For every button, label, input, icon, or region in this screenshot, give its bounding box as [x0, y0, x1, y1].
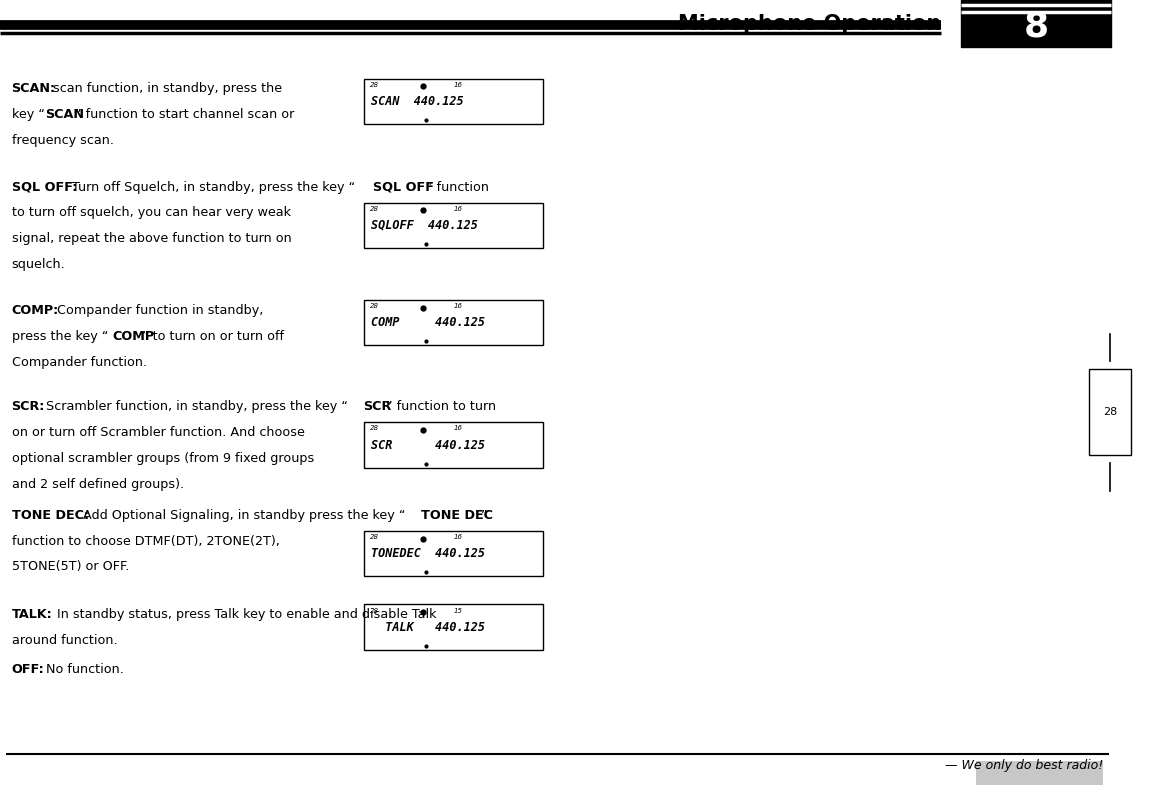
- Text: 28: 28: [1103, 407, 1117, 417]
- Text: 16: 16: [453, 303, 462, 309]
- Text: Scrambler function, in standby, press the key “: Scrambler function, in standby, press th…: [42, 400, 348, 414]
- Text: Turn off Squelch, in standby, press the key “: Turn off Squelch, in standby, press the …: [72, 181, 355, 194]
- Text: 28: 28: [370, 82, 379, 88]
- FancyBboxPatch shape: [364, 604, 543, 650]
- Text: SCR      440.125: SCR 440.125: [371, 439, 485, 451]
- Text: TALK   440.125: TALK 440.125: [371, 621, 485, 633]
- Text: Compander function.: Compander function.: [12, 356, 147, 369]
- Text: COMP     440.125: COMP 440.125: [371, 316, 485, 329]
- Text: 16: 16: [453, 425, 462, 432]
- Text: Compander function in standby,: Compander function in standby,: [49, 304, 263, 317]
- Text: TONEDEC  440.125: TONEDEC 440.125: [371, 547, 485, 560]
- Text: signal, repeat the above function to turn on: signal, repeat the above function to tur…: [12, 232, 291, 246]
- Text: SQL OFF: SQL OFF: [373, 181, 434, 194]
- FancyBboxPatch shape: [364, 78, 543, 124]
- Text: SCAN  440.125: SCAN 440.125: [371, 95, 463, 108]
- Text: TALK:: TALK:: [12, 608, 52, 622]
- Text: on or turn off Scrambler function. And choose: on or turn off Scrambler function. And c…: [12, 426, 305, 440]
- Text: 28: 28: [370, 303, 379, 309]
- Text: 28: 28: [370, 425, 379, 432]
- Text: Microphone Operation: Microphone Operation: [678, 13, 941, 34]
- Text: TONE DEC:: TONE DEC:: [12, 509, 89, 522]
- Text: 28: 28: [370, 206, 379, 212]
- Text: SCR:: SCR:: [12, 400, 45, 414]
- FancyBboxPatch shape: [976, 761, 1103, 785]
- Text: SCAN: SCAN: [45, 108, 84, 122]
- Text: to turn off squelch, you can hear very weak: to turn off squelch, you can hear very w…: [12, 206, 291, 220]
- Text: 15: 15: [453, 608, 462, 614]
- Text: function to choose DTMF(DT), 2TONE(2T),: function to choose DTMF(DT), 2TONE(2T),: [12, 535, 280, 548]
- Text: SCAN:: SCAN:: [12, 82, 55, 96]
- Text: 16: 16: [453, 82, 462, 88]
- Text: TONE DEC: TONE DEC: [420, 509, 493, 522]
- Text: COMP: COMP: [112, 330, 154, 343]
- FancyBboxPatch shape: [961, 0, 1111, 47]
- Text: 28: 28: [370, 608, 379, 614]
- Text: 8: 8: [1023, 9, 1049, 43]
- FancyBboxPatch shape: [364, 203, 543, 248]
- Text: squelch.: squelch.: [12, 258, 66, 272]
- Text: key “: key “: [12, 108, 44, 122]
- Text: 5TONE(5T) or OFF.: 5TONE(5T) or OFF.: [12, 560, 129, 574]
- Text: optional scrambler groups (from 9 fixed groups: optional scrambler groups (from 9 fixed …: [12, 452, 314, 466]
- Text: SCR: SCR: [363, 400, 392, 414]
- Text: In standby status, press Talk key to enable and disable Talk: In standby status, press Talk key to ena…: [49, 608, 437, 622]
- Text: 16: 16: [453, 534, 462, 540]
- Text: SQLOFF  440.125: SQLOFF 440.125: [371, 219, 478, 232]
- Text: 28: 28: [370, 534, 379, 540]
- Text: — We only do best radio!: — We only do best radio!: [945, 759, 1103, 772]
- FancyBboxPatch shape: [1089, 369, 1131, 455]
- Text: 16: 16: [453, 206, 462, 212]
- Text: ”: ”: [480, 509, 487, 522]
- Text: scan function, in standby, press the: scan function, in standby, press the: [49, 82, 282, 96]
- Text: SQL OFF:: SQL OFF:: [12, 181, 77, 194]
- FancyBboxPatch shape: [364, 531, 543, 576]
- Text: ” to turn on or turn off: ” to turn on or turn off: [142, 330, 284, 343]
- Text: ” function to start channel scan or: ” function to start channel scan or: [75, 108, 295, 122]
- Text: OFF:: OFF:: [12, 663, 44, 677]
- Text: ” function: ” function: [425, 181, 489, 194]
- Text: Add Optional Signaling, in standby press the key “: Add Optional Signaling, in standby press…: [79, 509, 405, 522]
- Text: COMP:: COMP:: [12, 304, 59, 317]
- Text: ” function to turn: ” function to turn: [386, 400, 495, 414]
- Text: frequency scan.: frequency scan.: [12, 134, 113, 148]
- FancyBboxPatch shape: [364, 422, 543, 468]
- FancyBboxPatch shape: [364, 300, 543, 345]
- Text: No function.: No function.: [42, 663, 124, 677]
- Text: press the key “: press the key “: [12, 330, 107, 343]
- Text: and 2 self defined groups).: and 2 self defined groups).: [12, 478, 184, 491]
- Text: around function.: around function.: [12, 634, 117, 648]
